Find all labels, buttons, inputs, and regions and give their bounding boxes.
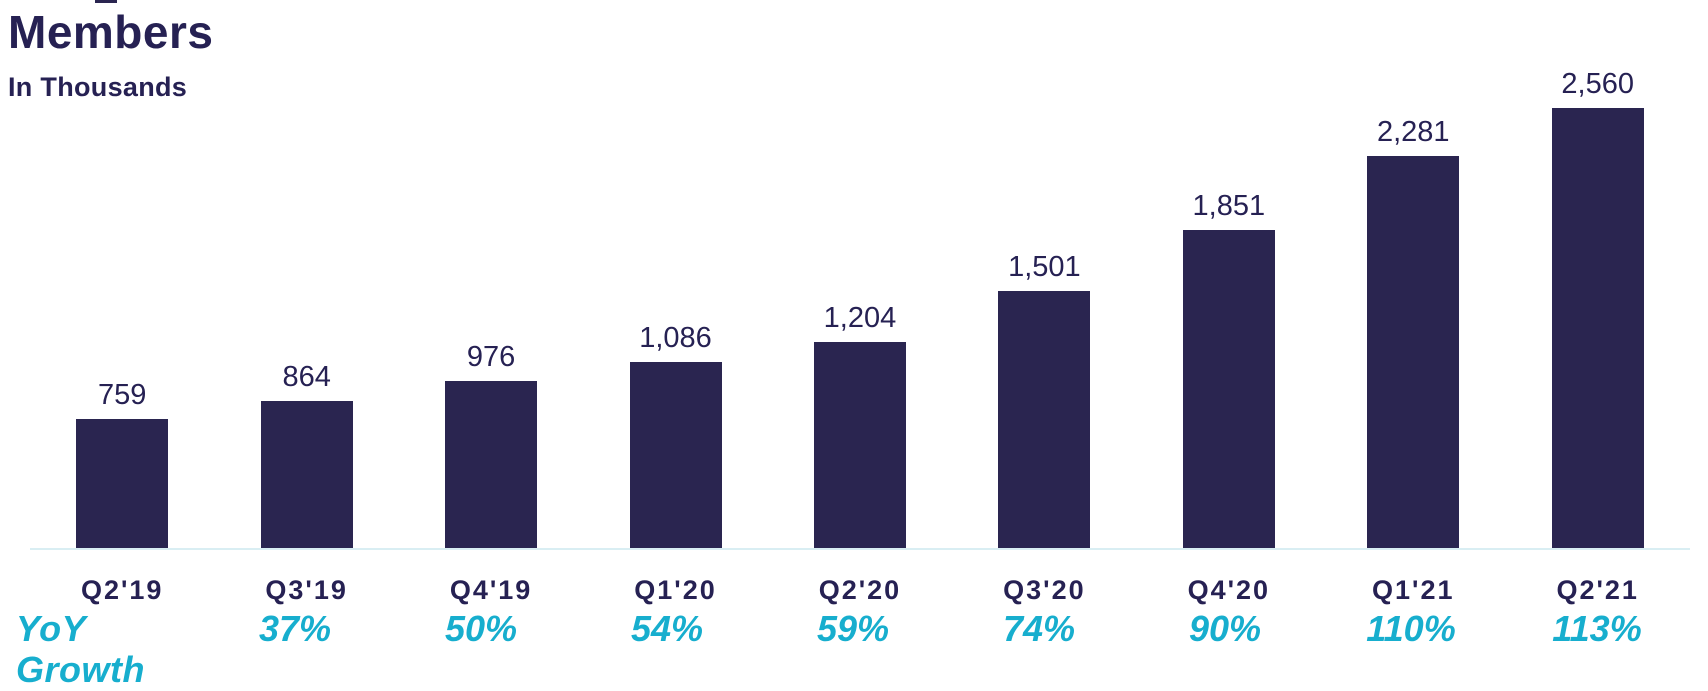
bar-column-q3-20: 1,501	[952, 0, 1136, 550]
bar-column-q1-20: 1,086	[583, 0, 767, 550]
bar-column-q4-20: 1,851	[1137, 0, 1321, 550]
bar-value-label: 2,281	[1376, 116, 1450, 148]
bar-value-label: 2,560	[1561, 68, 1634, 100]
bar-column-q4-19: 976	[399, 0, 583, 550]
bar-q1-21	[1367, 156, 1460, 550]
yoy-growth-value-q1-21: 110%	[1366, 608, 1456, 649]
bar-value-label: 1,501	[1008, 251, 1081, 283]
x-axis-label-q3-20: Q3'20	[1003, 575, 1086, 605]
x-axis-label-q4-19: Q4'19	[449, 575, 533, 605]
x-axis-label-q2-21: Q2'21	[1556, 575, 1639, 605]
yoy-growth-row: YoY Growth 37% 50% 54% 59% 74% 90% 110% …	[16, 608, 1690, 691]
bar-column-q1-21: 2,281	[1321, 0, 1505, 550]
bar-q2-21	[1551, 108, 1644, 550]
bar-q2-19	[76, 419, 169, 550]
bar-value-label: 976	[466, 341, 516, 373]
bar-column-q2-19: 759	[30, 0, 214, 550]
chart-subtitle: In Thousands	[8, 72, 188, 103]
x-axis-label-q4-20: Q4'20	[1187, 575, 1271, 605]
x-axis-label-q1-21: Q1'21	[1372, 575, 1455, 605]
x-axis-line	[30, 548, 1690, 550]
x-axis-label-q3-19: Q3'19	[265, 575, 348, 605]
yoy-growth-value-q4-19: 50%	[444, 608, 518, 649]
bar-column-q2-20: 1,204	[768, 0, 952, 550]
x-axis-label-q2-20: Q2'20	[818, 575, 902, 605]
bar-q3-19	[260, 401, 353, 550]
yoy-growth-row-label: YoY Growth	[16, 608, 145, 691]
x-axis-label-q1-20: Q1'20	[634, 575, 717, 605]
x-axis-label-q2-19: Q2'19	[80, 575, 164, 605]
bar-value-label: 1,086	[639, 322, 712, 354]
bar-q1-20	[629, 362, 722, 550]
yoy-growth-value-q1-20: 54%	[630, 608, 704, 649]
yoy-growth-value-q3-20: 74%	[1002, 608, 1076, 649]
chart-title: Members	[8, 6, 214, 58]
bar-chart: 759 864 976 1,086 1,204 1,501 1,851	[30, 0, 1690, 550]
bar-q2-20	[813, 342, 906, 550]
bar-value-label: 1,204	[823, 302, 897, 334]
yoy-growth-value-q2-21: 113%	[1552, 608, 1642, 649]
chart-header: Members In Thousands	[8, 8, 213, 103]
bar-columns: 759 864 976 1,086 1,204 1,501 1,851	[30, 0, 1690, 550]
x-axis-labels: Q2'19 Q3'19 Q4'19 Q1'20 Q2'20 Q3'20 Q4'2…	[30, 574, 1690, 606]
screenshot-crop-artifact	[95, 0, 117, 3]
bar-q4-20	[1182, 230, 1275, 550]
yoy-growth-value-q4-20: 90%	[1188, 608, 1262, 649]
yoy-growth-value-q3-19: 37%	[258, 608, 332, 649]
bar-value-label: 864	[282, 361, 331, 393]
bar-value-label: 759	[98, 379, 147, 411]
bar-q3-20	[998, 291, 1091, 550]
bar-column-q2-21: 2,560	[1506, 0, 1690, 550]
bar-value-label: 1,851	[1192, 190, 1266, 222]
yoy-growth-value-q2-20: 59%	[816, 608, 890, 649]
bar-q4-19	[445, 381, 538, 550]
bar-column-q3-19: 864	[214, 0, 398, 550]
